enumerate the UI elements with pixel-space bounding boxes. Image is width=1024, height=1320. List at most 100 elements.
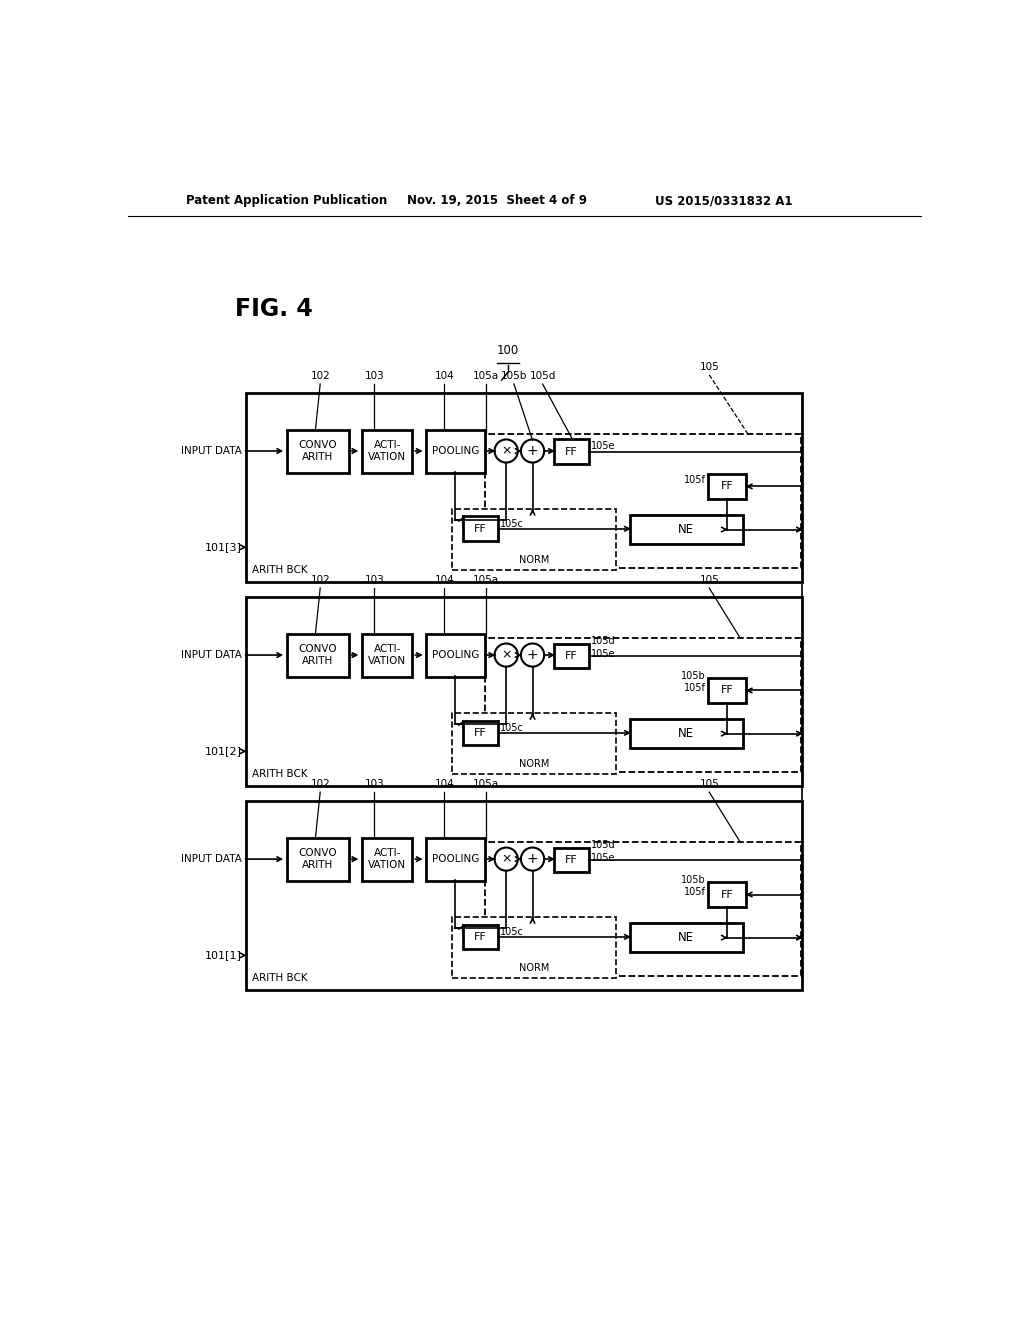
Text: 105f: 105f: [683, 475, 706, 486]
Bar: [708, 474, 746, 499]
Bar: [426, 838, 484, 880]
Text: 105: 105: [699, 576, 719, 585]
Text: NORM: NORM: [519, 962, 549, 973]
Text: 101[1]: 101[1]: [205, 950, 242, 961]
Bar: [426, 430, 484, 473]
Bar: [554, 847, 589, 873]
Bar: [362, 635, 413, 677]
Text: 105: 105: [699, 362, 719, 372]
Text: INPUT DATA: INPUT DATA: [181, 854, 242, 865]
Text: ACTI-
VATION: ACTI- VATION: [369, 440, 407, 462]
Text: 105a: 105a: [473, 576, 499, 585]
Text: US 2015/0331832 A1: US 2015/0331832 A1: [655, 194, 793, 207]
Text: 105: 105: [699, 779, 719, 789]
Text: CONVO
ARITH: CONVO ARITH: [299, 440, 337, 462]
Text: 102: 102: [310, 371, 330, 381]
Text: 103: 103: [365, 371, 384, 381]
Circle shape: [521, 644, 544, 667]
Bar: [463, 516, 498, 541]
Text: 105b: 105b: [501, 371, 527, 381]
Text: 104: 104: [434, 576, 454, 585]
Bar: [362, 838, 413, 880]
Bar: [708, 678, 746, 702]
Text: 105c: 105c: [500, 927, 524, 937]
Text: 102: 102: [310, 779, 330, 789]
Text: 105b
105f: 105b 105f: [681, 875, 706, 898]
Text: INPUT DATA: INPUT DATA: [181, 649, 242, 660]
Bar: [554, 644, 589, 668]
Text: ARITH BCK: ARITH BCK: [252, 770, 307, 779]
Text: FF: FF: [721, 482, 733, 491]
Text: POOLING: POOLING: [432, 649, 479, 660]
Bar: [484, 638, 801, 772]
Text: 103: 103: [365, 779, 384, 789]
Text: 105c: 105c: [500, 519, 524, 529]
Text: +: +: [526, 853, 539, 866]
Text: 105d
105e: 105d 105e: [592, 636, 616, 659]
Bar: [554, 440, 589, 465]
Text: FF: FF: [474, 727, 486, 738]
Text: NE: NE: [678, 727, 694, 741]
Circle shape: [521, 440, 544, 462]
Text: 102: 102: [310, 576, 330, 585]
Text: 104: 104: [434, 371, 454, 381]
Bar: [630, 923, 742, 952]
Text: CONVO
ARITH: CONVO ARITH: [299, 847, 337, 870]
Text: FF: FF: [565, 855, 579, 865]
Text: 105d: 105d: [529, 371, 556, 381]
Bar: [484, 434, 801, 568]
Bar: [246, 801, 802, 990]
Text: 105d
105e: 105d 105e: [592, 841, 616, 862]
Text: CONVO
ARITH: CONVO ARITH: [299, 644, 337, 667]
Bar: [708, 882, 746, 907]
Text: INPUT DATA: INPUT DATA: [181, 446, 242, 455]
Text: NE: NE: [678, 931, 694, 944]
Text: NORM: NORM: [519, 759, 549, 768]
Bar: [463, 924, 498, 949]
Text: ACTI-
VATION: ACTI- VATION: [369, 644, 407, 667]
Text: POOLING: POOLING: [432, 446, 479, 455]
Text: NE: NE: [678, 523, 694, 536]
Text: POOLING: POOLING: [432, 854, 479, 865]
Text: ARITH BCK: ARITH BCK: [252, 973, 307, 983]
Bar: [484, 842, 801, 977]
Text: 105c: 105c: [500, 723, 524, 733]
Text: Nov. 19, 2015  Sheet 4 of 9: Nov. 19, 2015 Sheet 4 of 9: [407, 194, 587, 207]
Text: FIG. 4: FIG. 4: [234, 297, 312, 321]
Text: Patent Application Publication: Patent Application Publication: [186, 194, 387, 207]
Bar: [452, 917, 616, 978]
Bar: [362, 430, 413, 473]
Text: FF: FF: [474, 932, 486, 942]
Text: ×: ×: [501, 445, 511, 458]
Text: +: +: [526, 444, 539, 458]
Text: ACTI-
VATION: ACTI- VATION: [369, 847, 407, 870]
Bar: [287, 430, 349, 473]
Text: 103: 103: [365, 576, 384, 585]
Text: ×: ×: [501, 648, 511, 661]
Text: 105a: 105a: [473, 779, 499, 789]
Text: 105a: 105a: [473, 371, 499, 381]
Text: FF: FF: [721, 685, 733, 696]
Circle shape: [495, 644, 518, 667]
Bar: [287, 838, 349, 880]
Text: FF: FF: [565, 446, 579, 457]
Bar: [630, 719, 742, 748]
Text: 101[3]: 101[3]: [205, 543, 242, 552]
Bar: [287, 635, 349, 677]
Text: +: +: [526, 648, 539, 663]
Bar: [452, 713, 616, 775]
Bar: [246, 393, 802, 582]
Bar: [452, 508, 616, 570]
Text: 105e: 105e: [592, 441, 616, 450]
Bar: [463, 721, 498, 744]
Text: FF: FF: [474, 524, 486, 533]
Text: FF: FF: [721, 890, 733, 899]
Text: ×: ×: [501, 853, 511, 866]
Text: FF: FF: [565, 651, 579, 661]
Bar: [246, 597, 802, 785]
Text: 101[2]: 101[2]: [205, 746, 242, 756]
Circle shape: [521, 847, 544, 871]
Circle shape: [495, 847, 518, 871]
Bar: [630, 515, 742, 544]
Text: ARITH BCK: ARITH BCK: [252, 565, 307, 576]
